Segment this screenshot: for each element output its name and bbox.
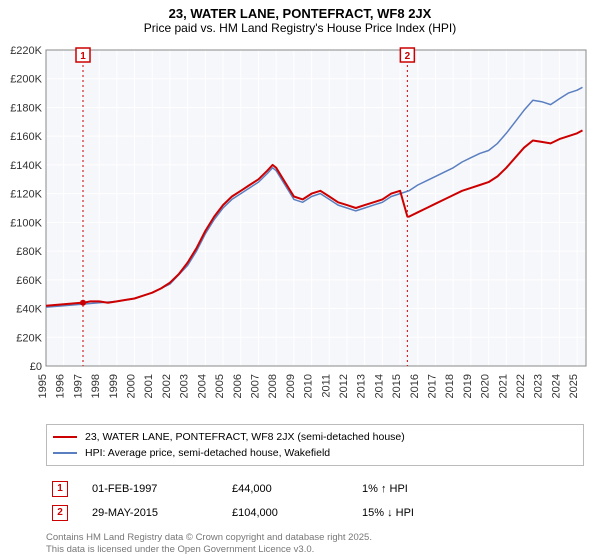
- svg-text:2014: 2014: [373, 374, 385, 398]
- legend-and-markers: 23, WATER LANE, PONTEFRACT, WF8 2JX (sem…: [46, 424, 584, 526]
- svg-text:1: 1: [80, 51, 86, 62]
- svg-text:2019: 2019: [462, 374, 474, 398]
- footer-line-1: Contains HM Land Registry data © Crown c…: [46, 532, 372, 544]
- svg-text:2004: 2004: [196, 374, 208, 398]
- svg-text:2: 2: [405, 51, 411, 62]
- svg-text:1996: 1996: [55, 374, 67, 398]
- svg-text:2018: 2018: [444, 374, 456, 398]
- legend-row-1: 23, WATER LANE, PONTEFRACT, WF8 2JX (sem…: [53, 429, 577, 445]
- svg-text:2009: 2009: [285, 374, 297, 398]
- markers-table: 1 01-FEB-1997 £44,000 1% ↑ HPI 2 29-MAY-…: [46, 476, 584, 526]
- legend-row-2: HPI: Average price, semi-detached house,…: [53, 445, 577, 461]
- svg-text:1998: 1998: [90, 374, 102, 398]
- legend-label-1: 23, WATER LANE, PONTEFRACT, WF8 2JX (sem…: [85, 431, 405, 443]
- svg-text:£160K: £160K: [10, 131, 42, 143]
- svg-text:2006: 2006: [232, 374, 244, 398]
- legend-frame: 23, WATER LANE, PONTEFRACT, WF8 2JX (sem…: [46, 424, 584, 466]
- chart-container: 23, WATER LANE, PONTEFRACT, WF8 2JX Pric…: [0, 0, 600, 560]
- chart-area: £0 £20K £40K £60K £80K £100K £120K £140K £160K £1…: [0, 44, 600, 420]
- footer-line-2: This data is licensed under the Open Gov…: [46, 544, 372, 556]
- svg-text:£200K: £200K: [10, 74, 42, 86]
- marker-date-1: 01-FEB-1997: [88, 478, 226, 500]
- legend-swatch-red: [53, 436, 77, 438]
- svg-text:2000: 2000: [126, 374, 138, 398]
- svg-text:2021: 2021: [497, 374, 509, 398]
- svg-text:2024: 2024: [550, 374, 562, 398]
- svg-text:2008: 2008: [267, 374, 279, 398]
- marker-badge-2: 2: [52, 505, 68, 521]
- svg-text:£220K: £220K: [10, 45, 42, 57]
- svg-text:2020: 2020: [480, 374, 492, 398]
- svg-text:2016: 2016: [409, 374, 421, 398]
- footer: Contains HM Land Registry data © Crown c…: [46, 532, 372, 556]
- svg-text:£60K: £60K: [16, 275, 42, 287]
- title-block: 23, WATER LANE, PONTEFRACT, WF8 2JX Pric…: [0, 0, 600, 35]
- svg-text:£120K: £120K: [10, 189, 42, 201]
- svg-text:£20K: £20K: [16, 332, 42, 344]
- svg-text:2017: 2017: [427, 374, 439, 398]
- marker-price-1: £44,000: [228, 478, 356, 500]
- marker-badge-1: 1: [52, 481, 68, 497]
- marker-row-2: 2 29-MAY-2015 £104,000 15% ↓ HPI: [48, 502, 582, 524]
- svg-text:2010: 2010: [303, 374, 315, 398]
- svg-text:2012: 2012: [338, 374, 350, 398]
- svg-text:1997: 1997: [72, 374, 84, 398]
- svg-text:2011: 2011: [320, 374, 332, 398]
- legend-label-2: HPI: Average price, semi-detached house,…: [85, 447, 330, 459]
- svg-text:1995: 1995: [37, 374, 49, 398]
- svg-text:£140K: £140K: [10, 160, 42, 172]
- svg-text:2015: 2015: [391, 374, 403, 398]
- marker-row-1: 1 01-FEB-1997 £44,000 1% ↑ HPI: [48, 478, 582, 500]
- svg-text:2002: 2002: [161, 374, 173, 398]
- svg-text:£100K: £100K: [10, 217, 42, 229]
- title-address: 23, WATER LANE, PONTEFRACT, WF8 2JX: [0, 6, 600, 21]
- svg-text:2005: 2005: [214, 374, 226, 398]
- marker-delta-1: 1% ↑ HPI: [358, 478, 582, 500]
- svg-text:1999: 1999: [108, 374, 120, 398]
- svg-text:£180K: £180K: [10, 102, 42, 114]
- svg-text:2007: 2007: [249, 374, 261, 398]
- svg-text:2023: 2023: [533, 374, 545, 398]
- marker-delta-2: 15% ↓ HPI: [358, 502, 582, 524]
- title-subtitle: Price paid vs. HM Land Registry's House …: [0, 21, 600, 35]
- svg-text:2001: 2001: [143, 374, 155, 398]
- svg-text:£0: £0: [30, 361, 42, 373]
- legend-swatch-blue: [53, 452, 77, 454]
- svg-text:2025: 2025: [568, 374, 580, 398]
- svg-text:£40K: £40K: [16, 304, 42, 316]
- svg-text:2013: 2013: [356, 374, 368, 398]
- marker-price-2: £104,000: [228, 502, 356, 524]
- svg-text:£80K: £80K: [16, 246, 42, 258]
- marker-date-2: 29-MAY-2015: [88, 502, 226, 524]
- chart-svg: £0 £20K £40K £60K £80K £100K £120K £140K £160K £1…: [0, 44, 600, 420]
- svg-text:2003: 2003: [179, 374, 191, 398]
- svg-text:2022: 2022: [515, 374, 527, 398]
